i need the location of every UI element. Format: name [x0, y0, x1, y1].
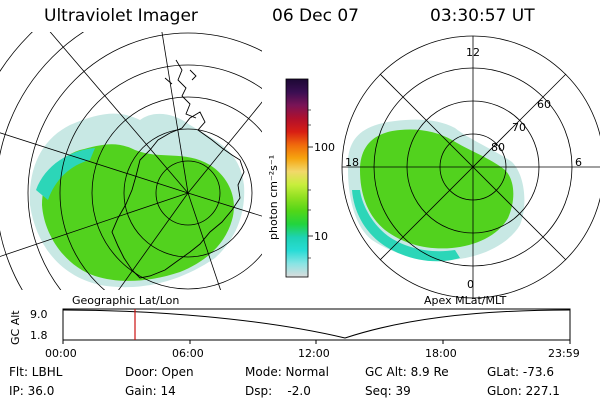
- polar-grid: [341, 35, 600, 299]
- altitude-xtick: 23:59: [548, 347, 580, 360]
- mode-info: Mode: Normal: [245, 365, 329, 379]
- peninsula-coastline: [164, 59, 197, 119]
- mlt-label-6: 6: [575, 156, 582, 169]
- mlt-label-18: 18: [345, 156, 359, 169]
- door-info: Door: Open: [125, 365, 194, 379]
- altitude-curve: [62, 309, 571, 339]
- altitude-plot-frame: [62, 308, 571, 341]
- gain-info: Gain: 14: [125, 384, 176, 398]
- time-label: 03:30:57 UT: [430, 6, 535, 26]
- altitude-ylabel: GC Alt: [9, 310, 22, 345]
- colorbar-tick-10: 10: [314, 230, 328, 243]
- altitude-xtick: 12:00: [298, 347, 330, 360]
- date-label: 06 Dec 07: [272, 6, 359, 26]
- apex-caption: Apex MLat/MLT: [424, 294, 507, 307]
- mlt-label-0: 0: [467, 278, 474, 291]
- sequence-info: Seq: 39: [365, 384, 411, 398]
- geographic-map-panel: [0, 32, 262, 290]
- mlat-label-70: 70: [512, 121, 526, 134]
- geographic-grid: [0, 32, 262, 290]
- geographic-caption: Geographic Lat/Lon: [72, 294, 180, 307]
- antarctica-coastline: [111, 111, 245, 279]
- altitude-plot: [62, 308, 571, 344]
- geo-latitude-info: GLat: -73.6: [487, 365, 554, 379]
- altitude-xtick: 06:00: [172, 347, 204, 360]
- mlat-label-80: 80: [491, 141, 505, 154]
- mlat-label-60: 60: [537, 98, 551, 111]
- colorbar-scale: [285, 78, 309, 278]
- colorbar: [285, 78, 313, 278]
- altitude-xtick: 00:00: [45, 347, 77, 360]
- ip-info: IP: 36.0: [9, 384, 55, 398]
- instrument-title: Ultraviolet Imager: [44, 6, 198, 26]
- colorbar-tick-100: 100: [314, 141, 335, 154]
- dsp-info: Dsp: -2.0: [245, 384, 311, 398]
- altitude-ytick-9: 9.0: [30, 308, 48, 321]
- mlt-label-12: 12: [466, 46, 480, 59]
- colorbar-unit-label: photon cm⁻²s⁻¹: [267, 154, 280, 240]
- gc-altitude-info: GC Alt: 8.9 Re: [365, 365, 449, 379]
- filter-info: Flt: LBHL: [9, 365, 63, 379]
- altitude-ytick-1-8: 1.8: [30, 329, 48, 342]
- altitude-xtick: 18:00: [425, 347, 457, 360]
- aurora-emission-polar: [347, 119, 525, 262]
- polar-plot-panel: [341, 35, 600, 299]
- geo-longitude-info: GLon: 227.1: [487, 384, 560, 398]
